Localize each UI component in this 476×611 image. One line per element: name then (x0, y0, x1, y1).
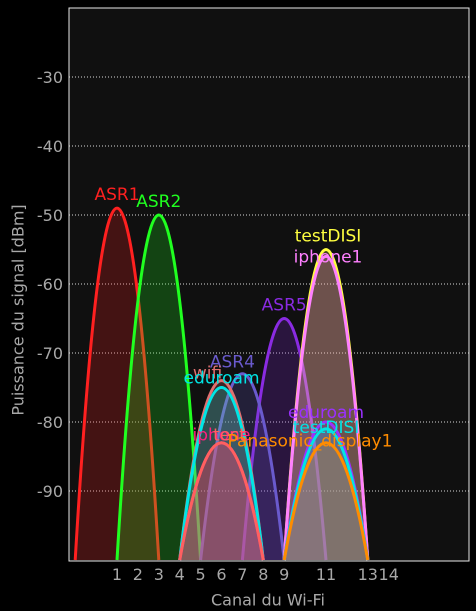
x-axis-label: Canal du Wi-Fi (210, 590, 326, 610)
network-label: ASR4 (210, 353, 255, 373)
x-tick-label: 9 (279, 565, 289, 584)
network-label: iphone1 (294, 247, 363, 267)
y-tick-label: -30 (37, 68, 63, 87)
network-label: testDISI (293, 418, 360, 438)
network-label: eduroam (288, 403, 364, 423)
network-label: test (213, 426, 246, 446)
network-label: ASR5 (262, 296, 307, 316)
network-label: testDISI (295, 227, 362, 247)
x-tick-label: 1 (112, 565, 122, 584)
network-label: Panasonic_display1 (228, 432, 393, 452)
x-tick-label: 4 (175, 565, 185, 584)
network-curve (199, 372, 286, 561)
x-tick-label: 8 (258, 565, 268, 584)
y-tick-label: -80 (37, 413, 63, 432)
network-curve (282, 441, 370, 561)
plot-frame (68, 7, 470, 562)
x-tick-label: 3 (154, 565, 164, 584)
network-curve (115, 213, 203, 561)
x-tick-label: 2 (133, 565, 143, 584)
x-tick-label: 6 (216, 565, 226, 584)
network-label: ASR2 (136, 192, 181, 212)
y-tick-label: -40 (37, 137, 63, 156)
x-tick-label: 11 (316, 565, 336, 584)
network-label: iphone (193, 426, 251, 446)
y-tick-label: -50 (37, 206, 63, 225)
network-curve (178, 441, 265, 561)
y-tick-label: -70 (37, 344, 63, 363)
y-tick-label: -90 (37, 482, 63, 501)
y-axis-label: Puissance du signal [dBm] (8, 204, 28, 416)
network-label: ASR1 (94, 185, 139, 205)
x-tick-label: 5 (196, 565, 206, 584)
y-tick-label: -60 (37, 275, 63, 294)
network-curve (178, 386, 265, 561)
network-curve (282, 255, 370, 561)
network-curve (240, 317, 328, 561)
network-label: eduroam (183, 369, 259, 389)
network-curve (282, 427, 370, 561)
x-tick-label: 7 (237, 565, 247, 584)
x-tick-label: 14 (379, 565, 399, 584)
signal-curves (73, 206, 370, 561)
network-label: wifi (193, 364, 222, 384)
x-tick-label: 13 (358, 565, 378, 584)
